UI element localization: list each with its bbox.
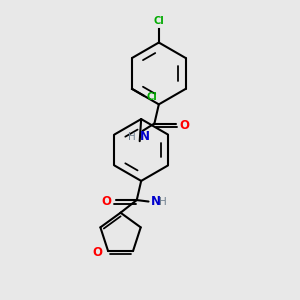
Text: Cl: Cl — [154, 16, 164, 26]
Text: O: O — [93, 246, 103, 259]
Text: O: O — [102, 195, 112, 208]
Text: H: H — [159, 196, 167, 206]
Text: N: N — [140, 130, 150, 143]
Text: O: O — [179, 119, 189, 132]
Text: N: N — [151, 195, 160, 208]
Text: H: H — [128, 132, 135, 142]
Text: Cl: Cl — [147, 92, 158, 102]
